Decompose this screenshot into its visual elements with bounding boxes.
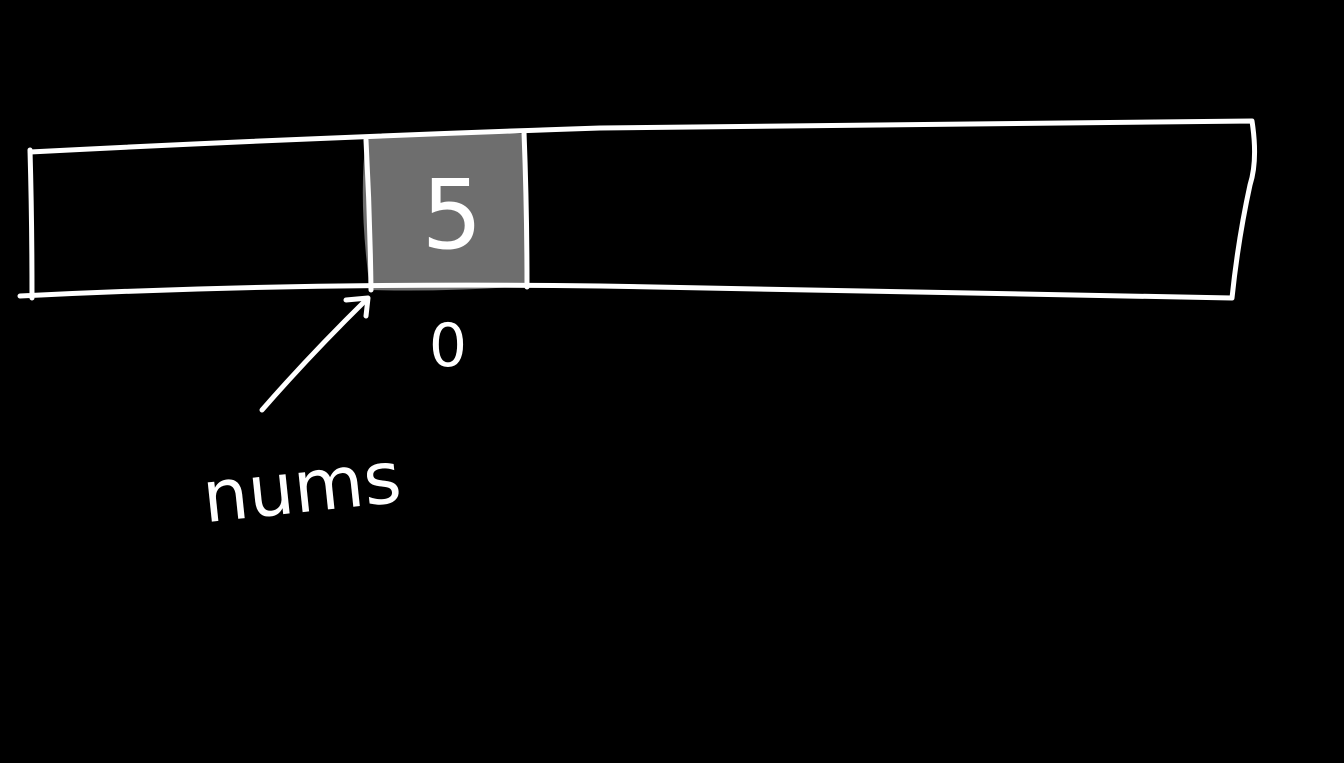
arrow-icon	[259, 295, 371, 413]
array-cell-divider-left	[363, 137, 374, 293]
pointer-label: nums	[198, 435, 405, 539]
array-outline	[17, 118, 1258, 301]
array-cell-highlight	[362, 133, 526, 291]
array-cell-index: 0	[429, 311, 467, 381]
array-cell-divider-right	[521, 129, 530, 290]
array-cell-value: 5	[421, 159, 482, 271]
